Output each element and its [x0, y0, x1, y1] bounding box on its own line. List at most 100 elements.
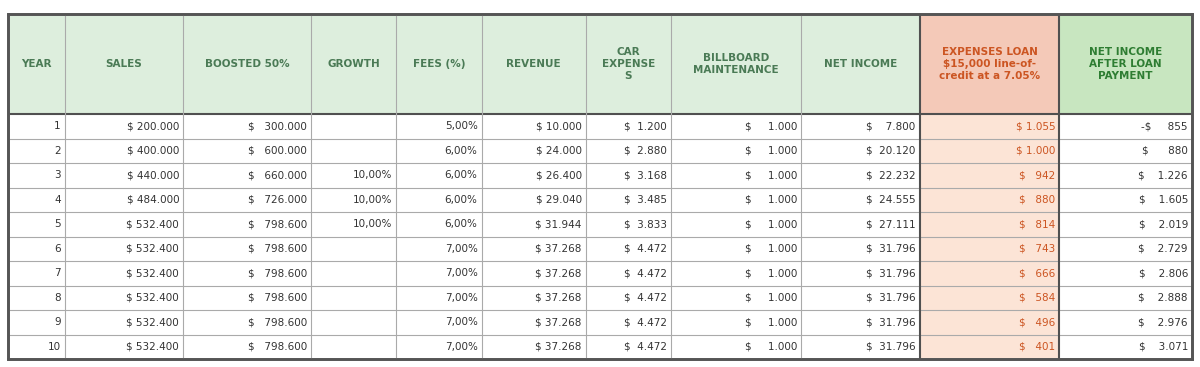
Text: $ 200.000: $ 200.000 — [127, 121, 179, 131]
Text: $   798.600: $ 798.600 — [248, 317, 307, 327]
Text: $    2.806: $ 2.806 — [1139, 268, 1188, 278]
Text: NET INCOME
AFTER LOAN
PAYMENT: NET INCOME AFTER LOAN PAYMENT — [1090, 47, 1163, 81]
Bar — [396, 188, 481, 212]
Text: $   584: $ 584 — [1019, 293, 1055, 303]
Text: $   666: $ 666 — [1019, 268, 1055, 278]
Bar — [671, 138, 802, 163]
Bar — [311, 261, 396, 286]
Bar — [1060, 163, 1192, 188]
Bar — [65, 138, 184, 163]
Bar — [396, 138, 481, 163]
Text: $ 532.400: $ 532.400 — [126, 293, 179, 303]
Bar — [396, 286, 481, 310]
Bar — [919, 212, 1060, 236]
Bar — [481, 286, 586, 310]
Bar — [8, 334, 65, 359]
Text: $   401: $ 401 — [1019, 342, 1055, 352]
Bar — [311, 114, 396, 138]
Bar — [919, 163, 1060, 188]
Bar — [396, 114, 481, 138]
Bar — [184, 114, 311, 138]
Bar — [586, 310, 671, 334]
Bar — [586, 212, 671, 236]
Text: $  31.796: $ 31.796 — [866, 342, 916, 352]
Text: 1: 1 — [54, 121, 61, 131]
Bar — [396, 310, 481, 334]
Bar — [586, 286, 671, 310]
Text: 7,00%: 7,00% — [445, 244, 478, 254]
Bar — [802, 188, 919, 212]
Text: $    1.226: $ 1.226 — [1139, 170, 1188, 180]
Bar — [8, 261, 65, 286]
Bar — [184, 212, 311, 236]
Bar — [481, 212, 586, 236]
Bar — [311, 236, 396, 261]
Bar — [1060, 236, 1192, 261]
Text: $      880: $ 880 — [1142, 146, 1188, 156]
Text: 3: 3 — [54, 170, 61, 180]
Text: $ 532.400: $ 532.400 — [126, 244, 179, 254]
Bar — [802, 286, 919, 310]
Bar — [671, 14, 802, 114]
Bar — [919, 138, 1060, 163]
Bar — [8, 138, 65, 163]
Bar — [1060, 310, 1192, 334]
Bar — [65, 212, 184, 236]
Text: SALES: SALES — [106, 59, 143, 69]
Text: $  31.796: $ 31.796 — [866, 293, 916, 303]
Bar — [311, 334, 396, 359]
Bar — [65, 310, 184, 334]
Bar — [919, 334, 1060, 359]
Bar — [481, 188, 586, 212]
Bar — [396, 261, 481, 286]
Text: YEAR: YEAR — [22, 59, 52, 69]
Text: $  4.472: $ 4.472 — [624, 244, 667, 254]
Text: $   660.000: $ 660.000 — [248, 170, 307, 180]
Bar — [481, 334, 586, 359]
Text: $  3.168: $ 3.168 — [624, 170, 667, 180]
Bar — [919, 114, 1060, 138]
Bar — [919, 261, 1060, 286]
Text: 9: 9 — [54, 317, 61, 327]
Bar — [396, 236, 481, 261]
Bar — [1060, 286, 1192, 310]
Bar — [184, 310, 311, 334]
Bar — [802, 334, 919, 359]
Bar — [1060, 188, 1192, 212]
Text: EXPENSES LOAN
$15,000 line-of-
credit at a 7.05%: EXPENSES LOAN $15,000 line-of- credit at… — [938, 47, 1040, 81]
Bar — [802, 212, 919, 236]
Bar — [586, 334, 671, 359]
Text: $ 1.000: $ 1.000 — [1016, 146, 1055, 156]
Bar — [586, 114, 671, 138]
Text: 4: 4 — [54, 195, 61, 205]
Bar — [8, 212, 65, 236]
Text: $   942: $ 942 — [1019, 170, 1055, 180]
Text: NET INCOME: NET INCOME — [824, 59, 898, 69]
Bar — [671, 286, 802, 310]
Text: $  31.796: $ 31.796 — [866, 268, 916, 278]
Text: -$     855: -$ 855 — [1141, 121, 1188, 131]
Bar — [481, 14, 586, 114]
Bar — [481, 236, 586, 261]
Text: $   798.600: $ 798.600 — [248, 244, 307, 254]
Bar — [311, 310, 396, 334]
Text: $     1.000: $ 1.000 — [745, 342, 797, 352]
Bar — [481, 114, 586, 138]
Bar — [311, 138, 396, 163]
Bar — [671, 114, 802, 138]
Bar — [396, 334, 481, 359]
Text: $ 37.268: $ 37.268 — [535, 317, 582, 327]
Text: 10,00%: 10,00% — [353, 219, 392, 229]
Bar — [184, 188, 311, 212]
Bar — [481, 310, 586, 334]
Text: $  31.796: $ 31.796 — [866, 244, 916, 254]
Text: 10,00%: 10,00% — [353, 170, 392, 180]
Text: $ 532.400: $ 532.400 — [126, 342, 179, 352]
Text: 6,00%: 6,00% — [445, 170, 478, 180]
Bar — [65, 188, 184, 212]
Text: $    2.888: $ 2.888 — [1139, 293, 1188, 303]
Text: $ 26.400: $ 26.400 — [535, 170, 582, 180]
Bar — [671, 188, 802, 212]
Text: FEES (%): FEES (%) — [413, 59, 466, 69]
Text: $ 37.268: $ 37.268 — [535, 268, 582, 278]
